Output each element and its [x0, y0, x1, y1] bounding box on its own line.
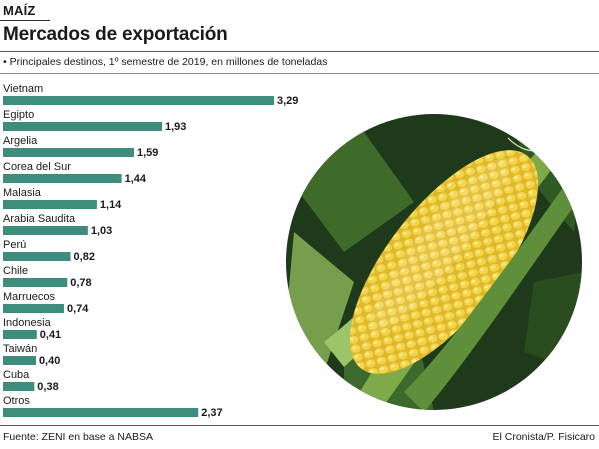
- chart-title: Mercados de exportación: [3, 24, 228, 45]
- value-label: 1,44: [125, 173, 147, 185]
- bar: [3, 122, 162, 131]
- category-label: Marruecos: [3, 291, 55, 303]
- chart-subtitle: • Principales destinos, 1º semestre de 2…: [3, 56, 328, 68]
- category-label: Malasia: [3, 187, 42, 199]
- value-label: 0,82: [74, 251, 95, 263]
- value-label: 0,74: [67, 303, 89, 315]
- source-note: Fuente: ZENI en base a NABSA: [3, 431, 153, 443]
- category-label: Otros: [3, 395, 30, 407]
- bar: [3, 278, 68, 287]
- value-label: 1,03: [91, 225, 112, 237]
- value-label: 1,14: [100, 199, 122, 211]
- category-label: Corea del Sur: [3, 161, 71, 173]
- value-label: 0,38: [37, 381, 58, 393]
- category-label: Cuba: [3, 369, 30, 381]
- bar: [3, 356, 36, 365]
- bar: [3, 174, 122, 183]
- value-label: 1,93: [165, 121, 186, 133]
- bar: [3, 148, 134, 157]
- subtitle-divider: [0, 73, 599, 74]
- section-kicker: MAÍZ: [3, 3, 36, 18]
- category-label: Arabia Saudita: [3, 213, 76, 225]
- title-divider: [0, 51, 599, 52]
- category-label: Chile: [3, 265, 28, 277]
- category-label: Argelia: [3, 135, 38, 147]
- category-label: Indonesia: [3, 317, 52, 329]
- value-label: 1,59: [137, 147, 158, 159]
- value-label: 3,29: [277, 95, 298, 107]
- kicker-rule: [0, 20, 50, 21]
- bar: [3, 330, 37, 339]
- category-label: Egipto: [3, 109, 34, 121]
- value-label: 0,78: [70, 277, 91, 289]
- category-label: Taiwán: [3, 343, 37, 355]
- category-label: Vietnam: [3, 83, 43, 95]
- bar: [3, 382, 35, 391]
- bar: [3, 226, 88, 235]
- corn-photo: [284, 112, 584, 412]
- bar: [3, 252, 71, 261]
- bar: [3, 304, 64, 313]
- category-label: Perú: [3, 239, 26, 251]
- corn-cob-icon: [286, 114, 582, 410]
- value-label: 0,40: [39, 355, 60, 367]
- footer-divider: [0, 425, 599, 426]
- credit-note: El Cronista/P. Fisicaro: [492, 431, 595, 443]
- value-label: 2,37: [201, 407, 222, 419]
- bar: [3, 200, 97, 209]
- value-label: 0,41: [40, 329, 61, 341]
- bar: [3, 408, 199, 417]
- bar: [3, 96, 274, 105]
